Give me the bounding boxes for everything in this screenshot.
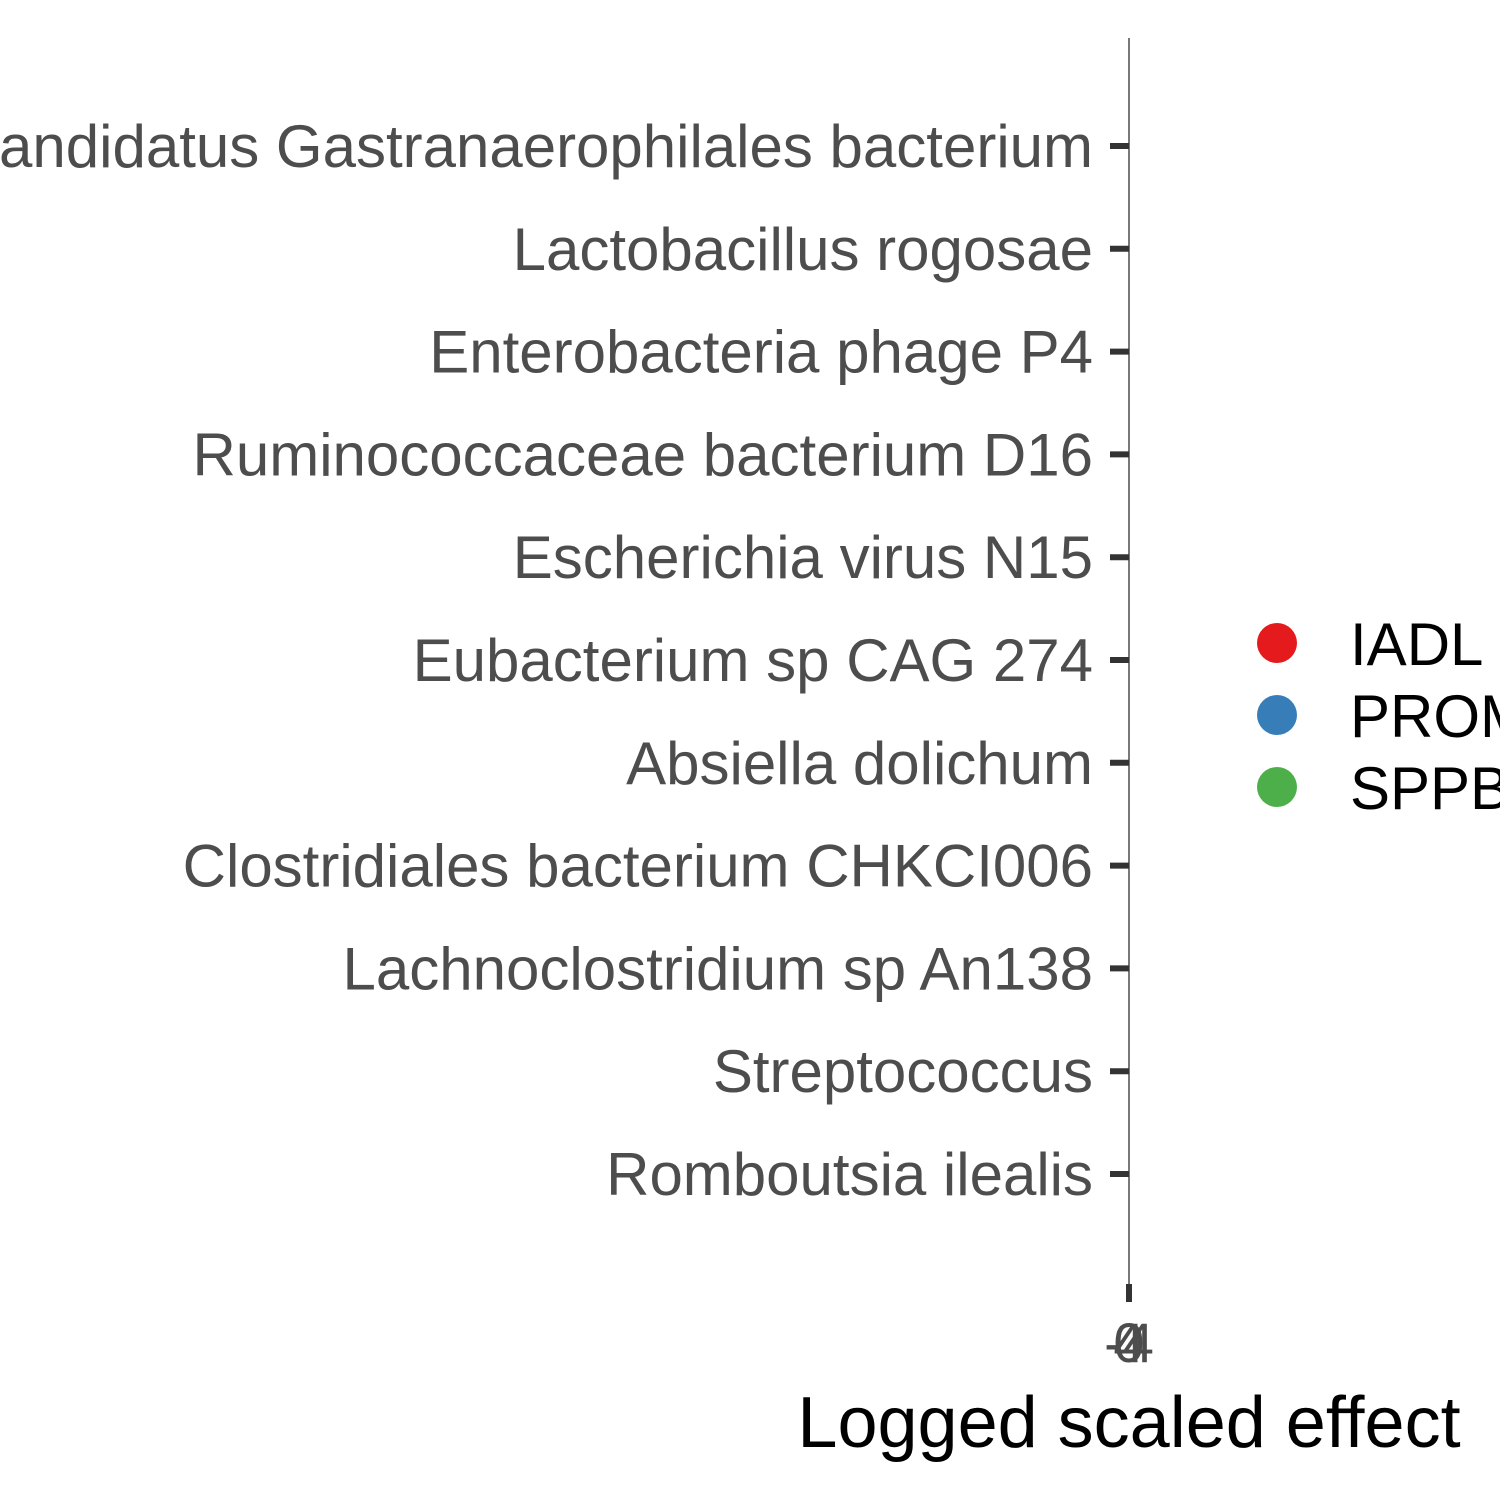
legend: IADLPROMISSPPB bbox=[1257, 611, 1500, 822]
y-tick-label: Absiella dolichum bbox=[626, 730, 1093, 797]
y-tick-label: Escherichia virus N15 bbox=[513, 524, 1093, 591]
x-axis: -404 bbox=[1104, 1284, 1154, 1374]
legend-label-iadl: IADL bbox=[1350, 611, 1483, 678]
y-tick-label: Streptococcus bbox=[713, 1038, 1093, 1105]
y-tick-label: Enterobacteria phage P4 bbox=[429, 319, 1093, 386]
y-tick-label: Lachnoclostridium sp An138 bbox=[343, 935, 1093, 1002]
x-axis-title: Logged scaled effect bbox=[797, 1383, 1460, 1463]
y-tick-label: Lactobacillus rogosae bbox=[513, 216, 1093, 283]
legend-label-sppb: SPPB bbox=[1350, 755, 1500, 822]
x-tick-label: -4 bbox=[1104, 1311, 1154, 1374]
legend-key-sppb bbox=[1257, 767, 1297, 807]
y-axis: Candidatus Gastranaerophilales bacterium… bbox=[0, 113, 1129, 1208]
y-tick-label: Candidatus Gastranaerophilales bacterium bbox=[0, 113, 1093, 180]
y-tick-label: Clostridiales bacterium CHKCI006 bbox=[183, 833, 1093, 900]
y-tick-label: Romboutsia ilealis bbox=[606, 1141, 1093, 1208]
y-tick-label: Eubacterium sp CAG 274 bbox=[413, 627, 1093, 694]
legend-key-iadl bbox=[1257, 623, 1297, 663]
legend-label-promis: PROMIS bbox=[1350, 683, 1500, 750]
x-tick-label: 4 bbox=[1113, 1311, 1144, 1374]
x-tick-label: 0 bbox=[1113, 1311, 1144, 1374]
legend-key-promis bbox=[1257, 695, 1297, 735]
y-tick-label: Ruminococcaceae bacterium D16 bbox=[193, 421, 1093, 488]
